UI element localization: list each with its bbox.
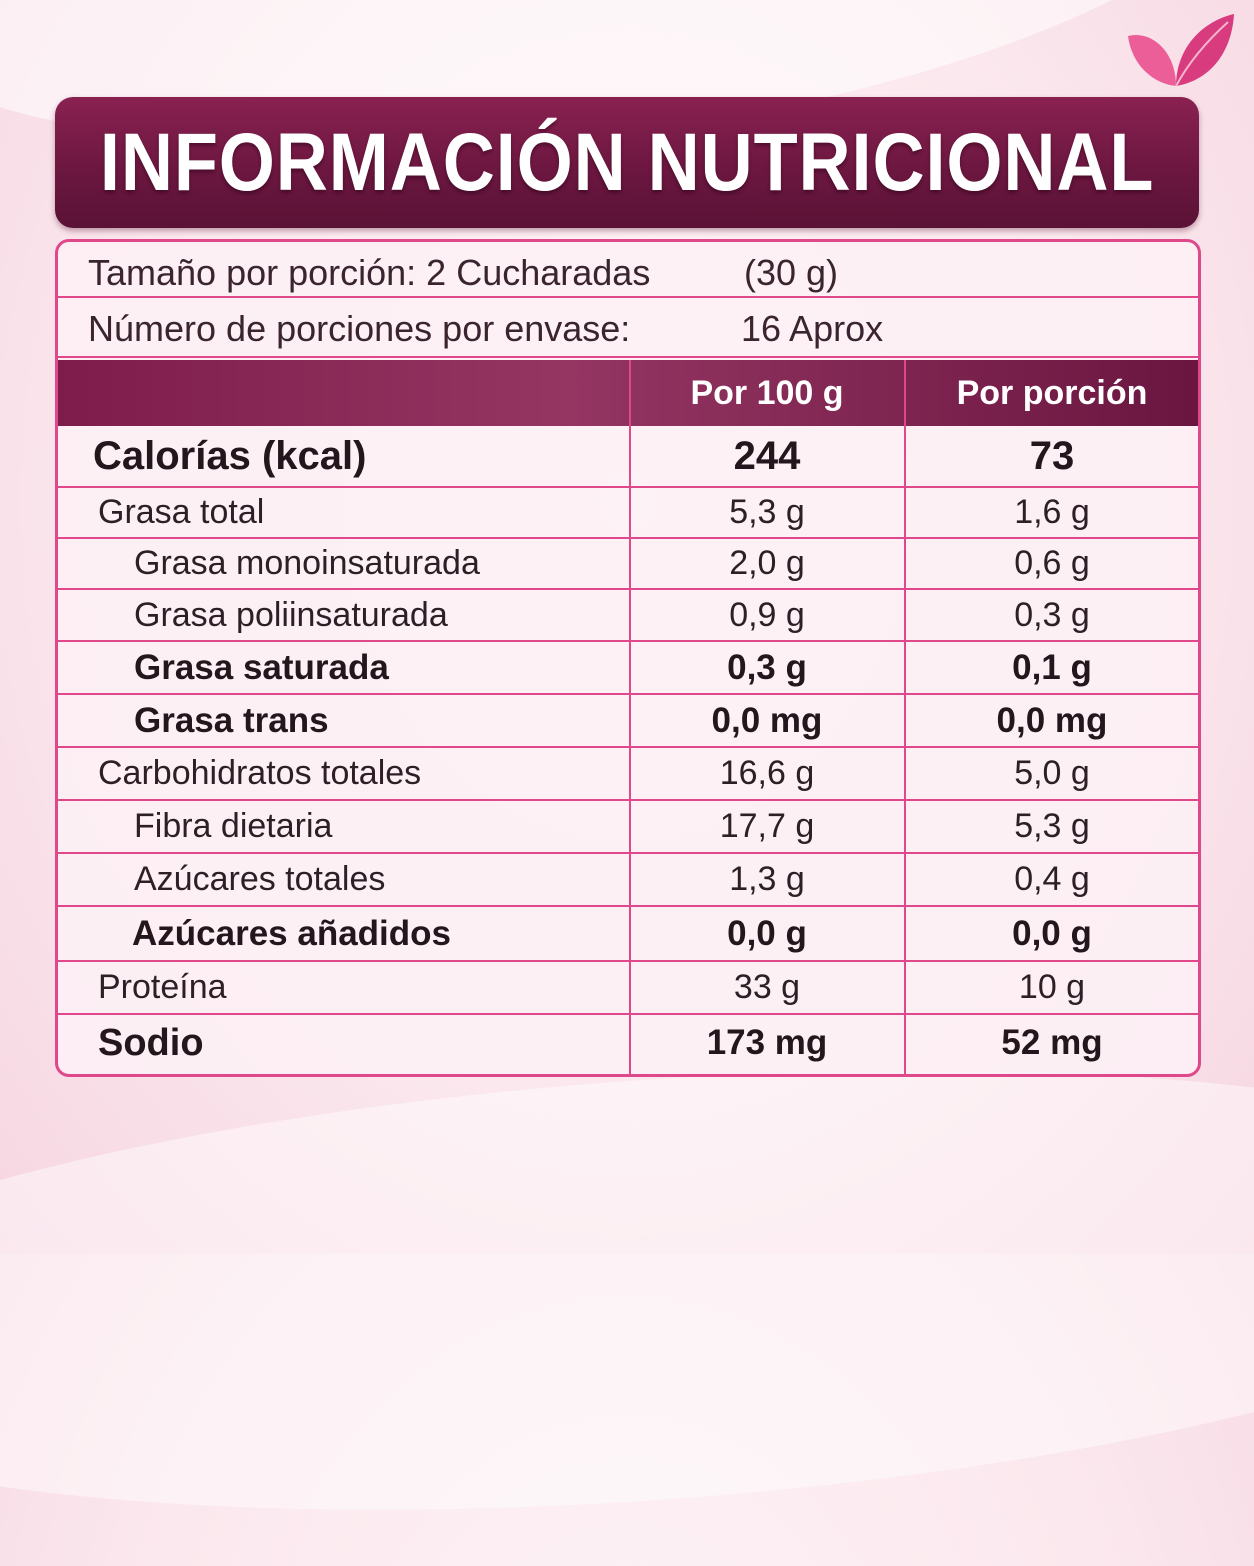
row-value-per-100g: 0,0 mg bbox=[630, 695, 904, 746]
table-row: Proteína 33 g 10 g bbox=[58, 960, 1198, 1013]
table-row: Grasa poliinsaturada 0,9 g 0,3 g bbox=[58, 588, 1198, 640]
row-label: Azúcares añadidos bbox=[132, 907, 451, 960]
row-value-per-100g: 1,3 g bbox=[630, 854, 904, 905]
table-row: Grasa trans 0,0 mg 0,0 mg bbox=[58, 693, 1198, 746]
table-row: Grasa saturada 0,3 g 0,1 g bbox=[58, 640, 1198, 693]
servings-count-value: 16 Aprox bbox=[741, 308, 883, 350]
row-value-per-serving: 10 g bbox=[906, 962, 1198, 1013]
row-label: Grasa total bbox=[98, 488, 264, 537]
row-value-per-100g: 0,0 g bbox=[630, 907, 904, 960]
row-value-per-serving: 0,6 g bbox=[906, 539, 1198, 588]
servings-count-label: Número de porciones por envase: bbox=[88, 308, 630, 350]
row-value-per-100g: 5,3 g bbox=[630, 488, 904, 537]
row-value-per-serving: 5,3 g bbox=[906, 801, 1198, 852]
row-value-per-100g: 0,9 g bbox=[630, 590, 904, 640]
nutrition-table: Tamaño por porción: 2 Cucharadas (30 g) … bbox=[55, 239, 1201, 1077]
row-value-per-serving: 5,0 g bbox=[906, 748, 1198, 799]
row-value-per-100g: 16,6 g bbox=[630, 748, 904, 799]
row-value-per-serving: 73 bbox=[906, 426, 1198, 486]
row-value-per-serving: 0,1 g bbox=[906, 642, 1198, 693]
servings-count-row: Número de porciones por envase: 16 Aprox bbox=[58, 298, 1198, 358]
table-row: Carbohidratos totales 16,6 g 5,0 g bbox=[58, 746, 1198, 799]
title-banner: INFORMACIÓN NUTRICIONAL bbox=[55, 97, 1199, 228]
serving-size-label: Tamaño por porción: 2 Cucharadas bbox=[88, 252, 650, 294]
row-value-per-serving: 52 mg bbox=[906, 1015, 1198, 1071]
table-row: Azúcares añadidos 0,0 g 0,0 g bbox=[58, 905, 1198, 960]
row-value-per-100g: 33 g bbox=[630, 962, 904, 1013]
row-value-per-serving: 0,4 g bbox=[906, 854, 1198, 905]
row-label: Grasa trans bbox=[134, 695, 329, 746]
row-value-per-serving: 0,0 mg bbox=[906, 695, 1198, 746]
row-label: Sodio bbox=[98, 1015, 204, 1071]
table-row: Sodio 173 mg 52 mg bbox=[58, 1013, 1198, 1071]
row-value-per-serving: 1,6 g bbox=[906, 488, 1198, 537]
row-value-per-serving: 0,0 g bbox=[906, 907, 1198, 960]
table-row: Fibra dietaria 17,7 g 5,3 g bbox=[58, 799, 1198, 852]
row-value-per-100g: 244 bbox=[630, 426, 904, 486]
column-divider bbox=[629, 360, 631, 1074]
row-value-per-100g: 0,3 g bbox=[630, 642, 904, 693]
row-label: Carbohidratos totales bbox=[98, 748, 421, 799]
serving-size-value: (30 g) bbox=[744, 252, 838, 294]
row-label: Grasa monoinsaturada bbox=[134, 539, 480, 588]
row-label: Azúcares totales bbox=[134, 854, 385, 905]
table-header: Por 100 g Por porción bbox=[58, 360, 1198, 426]
row-value-per-serving: 0,3 g bbox=[906, 590, 1198, 640]
table-row: Azúcares totales 1,3 g 0,4 g bbox=[58, 852, 1198, 905]
leaf-logo-icon bbox=[1120, 10, 1240, 94]
table-row: Grasa monoinsaturada 2,0 g 0,6 g bbox=[58, 537, 1198, 588]
serving-size-row: Tamaño por porción: 2 Cucharadas (30 g) bbox=[58, 242, 1198, 298]
background-swoosh-bottom bbox=[0, 1014, 1254, 1566]
table-row: Calorías (kcal) 244 73 bbox=[58, 426, 1198, 486]
row-label: Grasa poliinsaturada bbox=[134, 590, 448, 640]
header-per-100g: Por 100 g bbox=[630, 360, 904, 426]
row-value-per-100g: 2,0 g bbox=[630, 539, 904, 588]
column-divider bbox=[904, 360, 906, 1074]
row-value-per-100g: 17,7 g bbox=[630, 801, 904, 852]
row-label: Fibra dietaria bbox=[134, 801, 332, 852]
row-label: Calorías (kcal) bbox=[93, 426, 366, 486]
row-label: Grasa saturada bbox=[134, 642, 389, 693]
row-label: Proteína bbox=[98, 962, 227, 1013]
row-value-per-100g: 173 mg bbox=[630, 1015, 904, 1071]
page-title: INFORMACIÓN NUTRICIONAL bbox=[100, 116, 1154, 210]
table-row: Grasa total 5,3 g 1,6 g bbox=[58, 486, 1198, 537]
header-per-serving: Por porción bbox=[906, 360, 1198, 426]
